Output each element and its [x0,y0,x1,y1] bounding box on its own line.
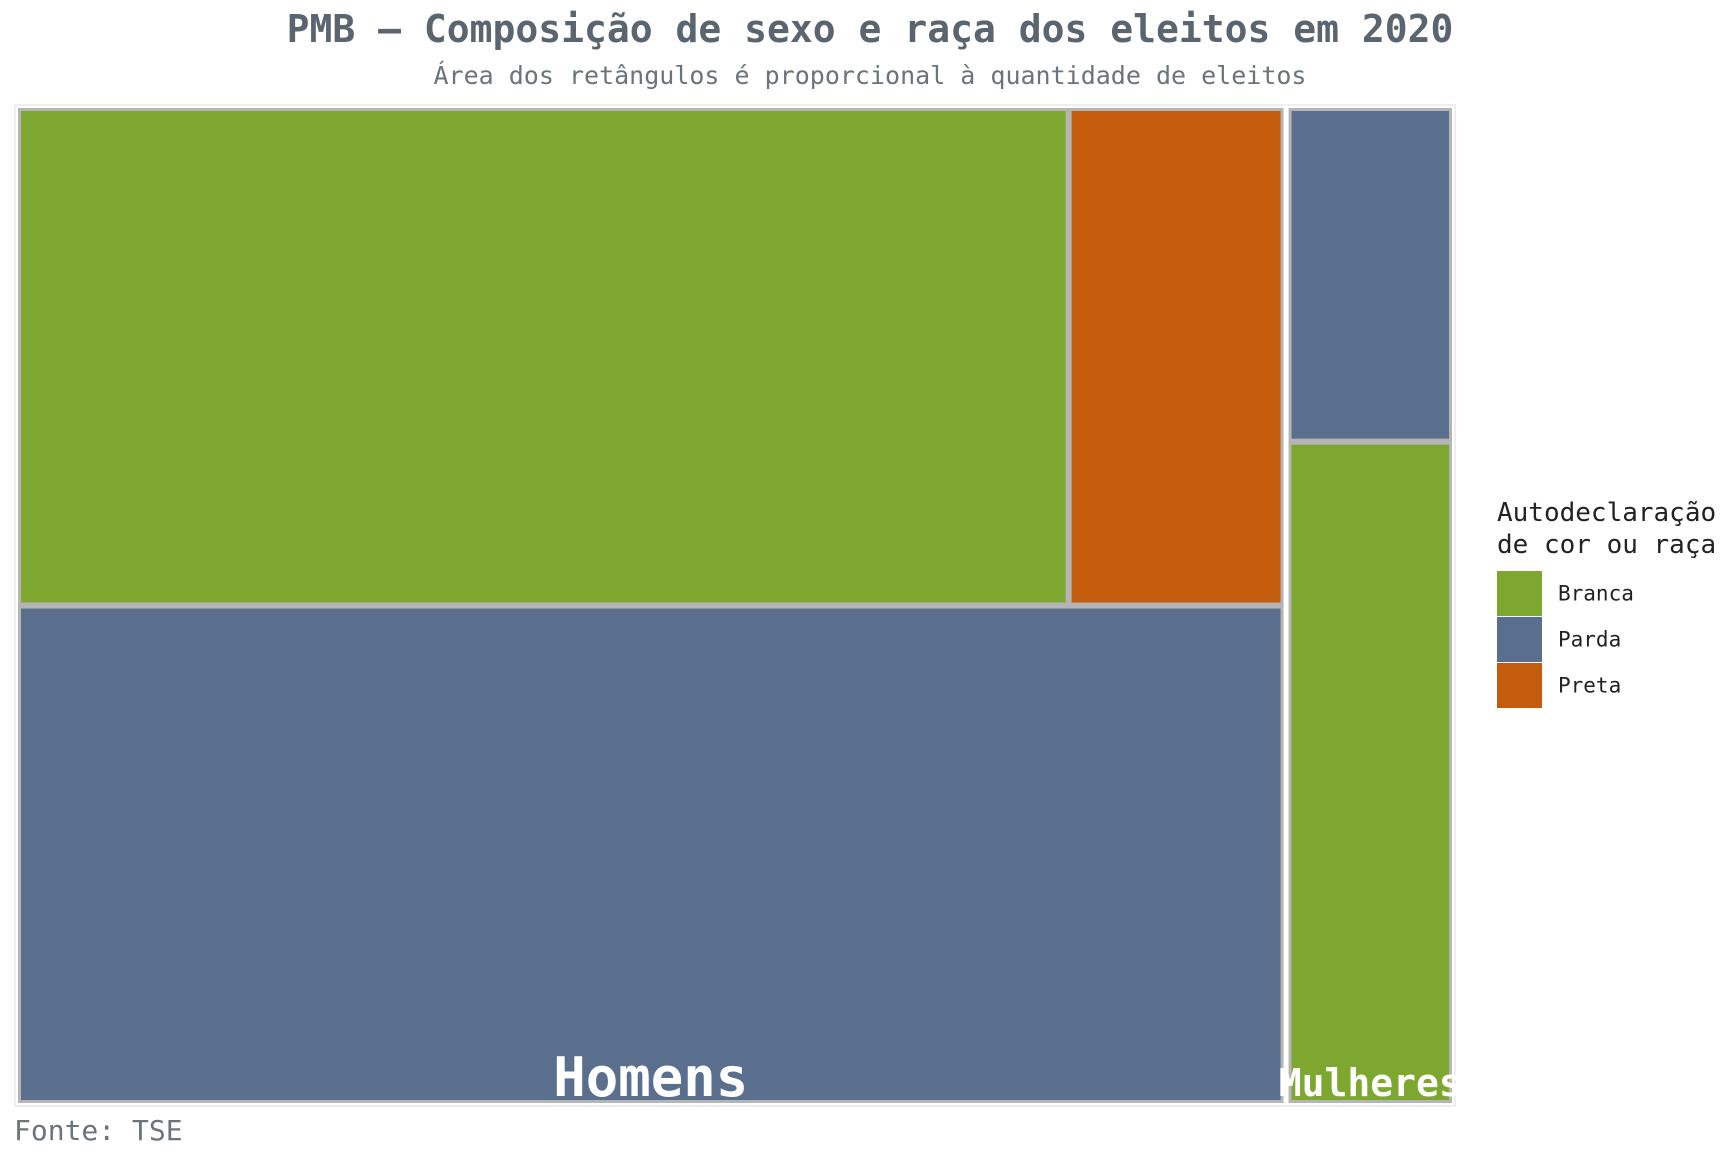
legend-label-parda: Parda [1558,628,1621,652]
chart-caption: Fonte: TSE [14,1114,183,1147]
group-label-homens: Homens [553,1046,748,1109]
treemap-tile-homens-branca [21,111,1066,603]
legend-key-preta [1497,663,1542,708]
treemap-tile-homens-parda [21,608,1281,1100]
legend-key-branca [1497,571,1542,616]
legend-key-parda [1497,617,1542,662]
treemap-tile-mulheres-parda [1291,111,1449,439]
treemap-plot-area: Homens Mulheres [14,104,1462,1109]
chart-subtitle: Área dos retângulos é proporcional à qua… [434,61,1307,90]
plot-panel-border [14,104,1456,1107]
chart-title: PMB – Composição de sexo e raça dos elei… [287,7,1454,51]
legend-title-line-2: de cor ou raça [1497,530,1716,560]
legend-label-preta: Preta [1558,674,1621,698]
treemap-tile-homens-preta [1071,111,1281,603]
legend-title-line-1: Autodeclaração [1497,498,1716,528]
treemap-tile-mulheres-branca [1291,444,1449,1101]
legend-label-branca: Branca [1558,582,1634,606]
group-label-mulheres: Mulheres [1279,1061,1462,1105]
legend: Autodeclaração de cor ou raça Branca Pard… [1497,498,1716,708]
